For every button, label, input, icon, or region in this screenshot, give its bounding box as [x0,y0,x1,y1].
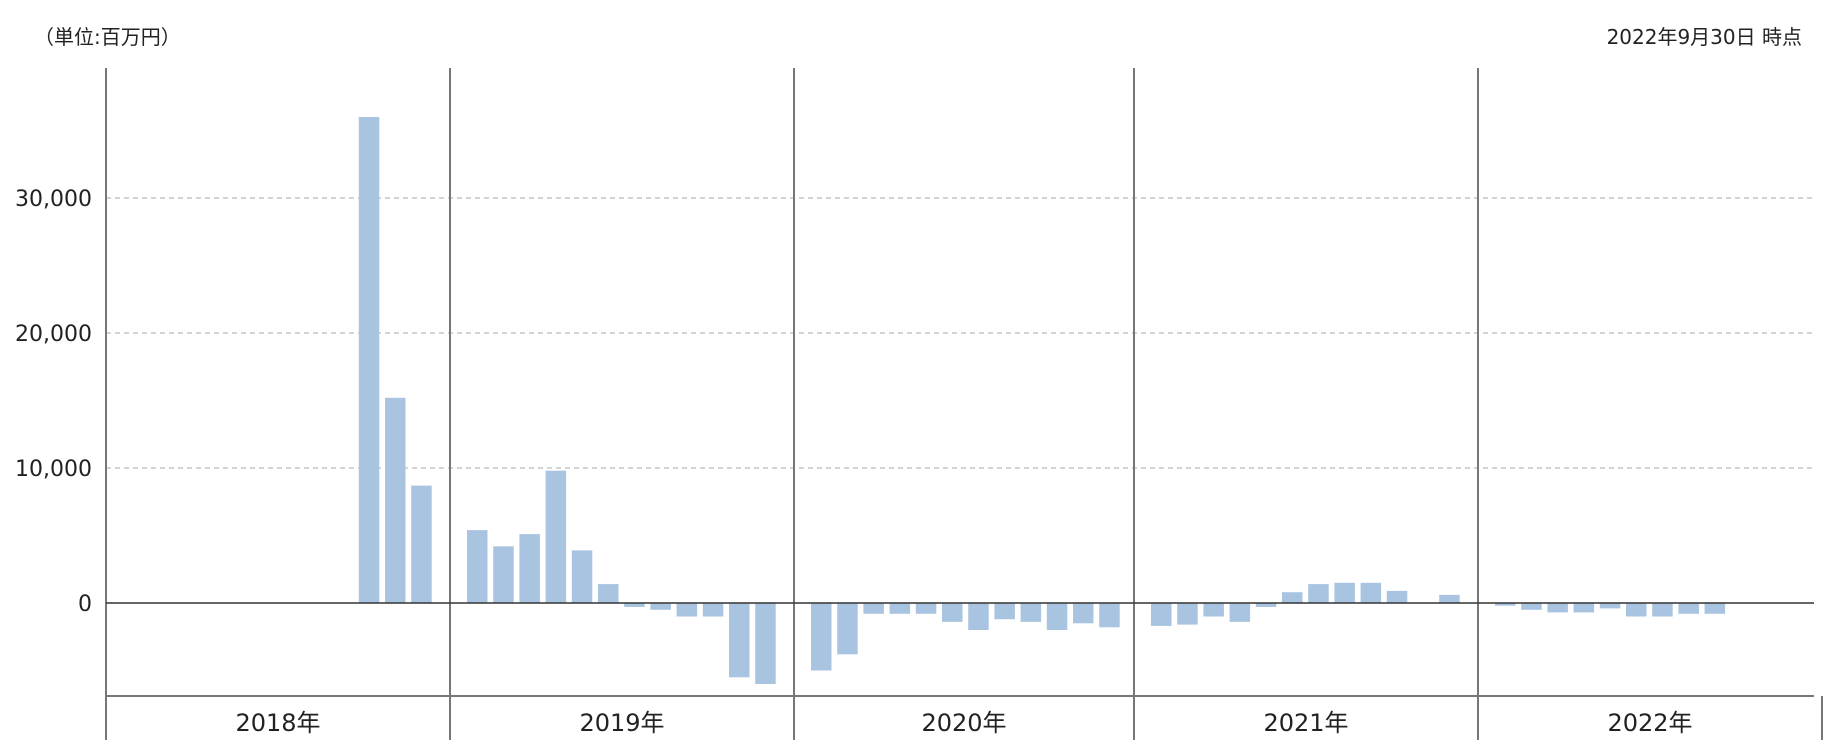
bar [968,603,989,630]
bar [1073,603,1094,624]
axes-layer [105,68,1823,740]
bar [1203,603,1224,617]
bar [1099,603,1120,628]
x-tick-label: 2021年 [1263,709,1348,737]
bar [1704,603,1726,614]
bar [1547,603,1568,613]
x-tick-label: 2019年 [579,709,664,737]
bar [1599,603,1621,609]
bar [1439,594,1460,603]
bar [1255,603,1277,607]
bar [1652,603,1673,617]
y-tick-label: 10,000 [15,457,92,482]
bar [411,485,432,604]
bar [1177,603,1198,625]
bar [598,584,619,603]
bar [519,534,540,603]
bar [571,550,593,603]
bar [493,546,514,603]
bar [1678,603,1699,614]
bar [1334,582,1355,604]
bar [1495,603,1516,606]
y-tick-label: 30,000 [15,187,92,212]
bar [624,603,645,607]
bar [811,603,832,671]
bar [729,603,750,678]
bar [994,603,1015,620]
bar [467,530,488,603]
bars-layer [358,117,1726,684]
bar [1046,603,1068,630]
bar [889,603,911,614]
bar [650,603,671,610]
y-tick-labels: 0 10,000 20,000 30,000 [15,187,92,617]
bar [1626,603,1647,617]
x-tick-label: 2020年 [921,709,1006,737]
x-tick-labels: 2018年 2019年 2020年 2021年 2022年 [235,709,1692,737]
bar [358,117,380,603]
x-tick-label: 2022年 [1607,709,1692,737]
bar [1573,603,1595,613]
bar [942,603,963,622]
x-tick-label: 2018年 [235,709,320,737]
y-tick-label: 0 [78,592,92,617]
bar [1020,603,1042,622]
bar [915,603,937,614]
bar [837,603,858,655]
bar [1229,603,1251,622]
bar [1308,584,1329,603]
bar [1521,603,1542,610]
gridlines [106,197,1814,469]
bar [385,397,406,603]
bar [755,603,776,684]
as-of-date-label: 2022年9月30日 時点 [1607,25,1802,49]
unit-label: （単位:百万円） [34,25,181,49]
bar [1386,590,1408,604]
bar [1151,603,1172,626]
bar [702,603,724,617]
bar [545,470,567,603]
bar [676,603,698,617]
bar [1360,582,1382,604]
bar [863,603,884,614]
bar [1282,592,1303,603]
y-tick-label: 20,000 [15,322,92,347]
